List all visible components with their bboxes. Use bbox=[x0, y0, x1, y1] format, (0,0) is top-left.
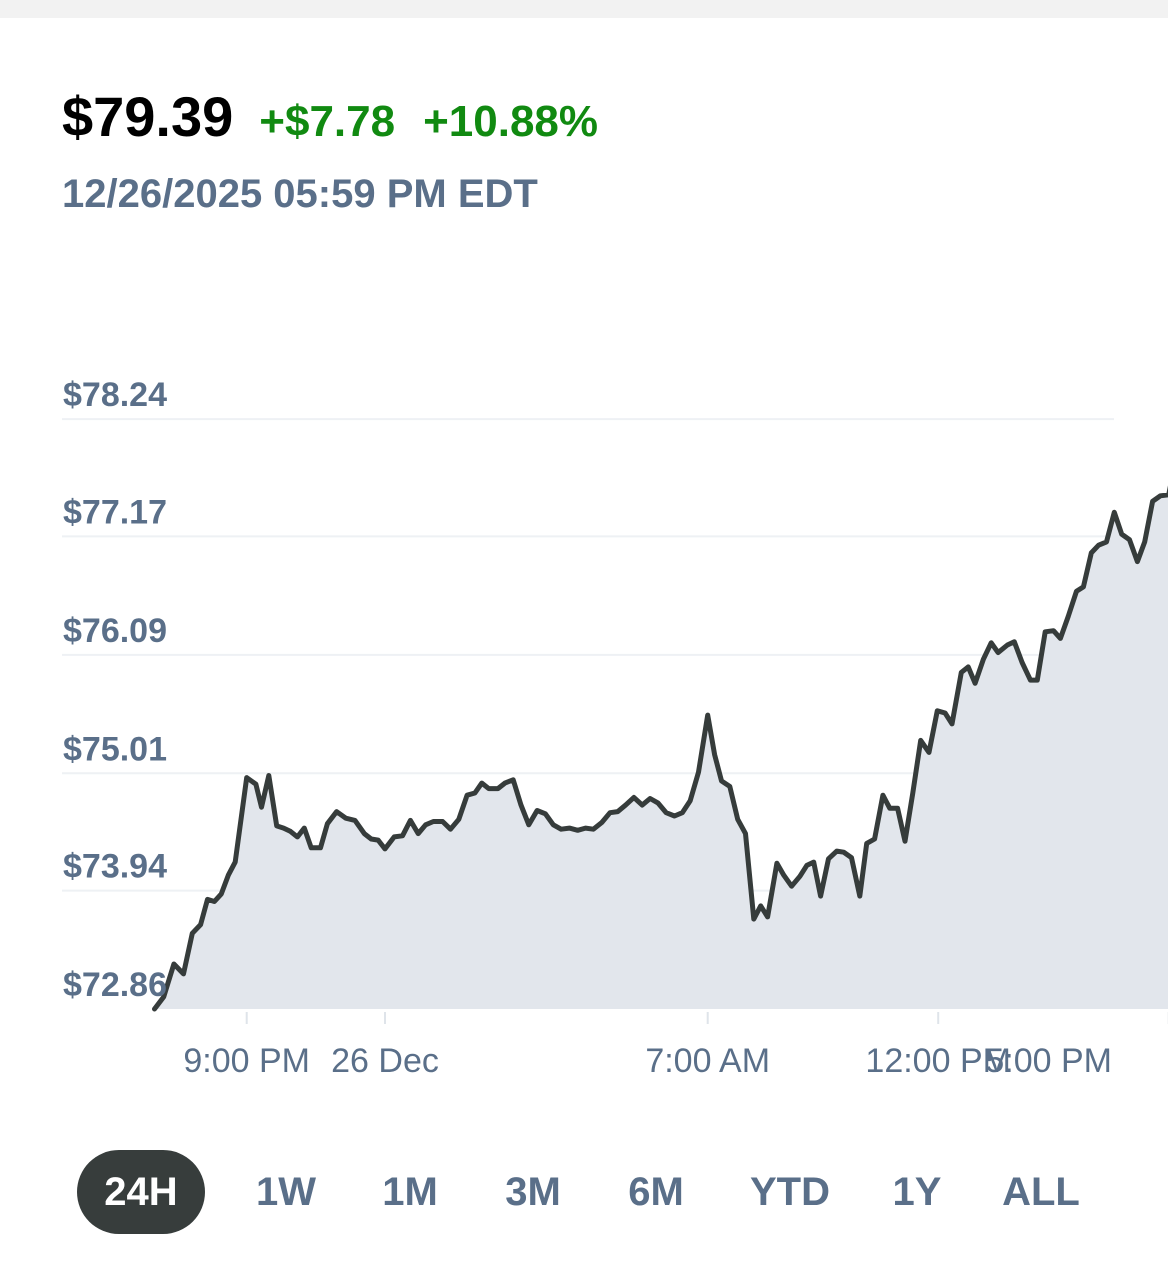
y-tick-label: $73.94 bbox=[63, 848, 167, 886]
range-tab-3m[interactable]: 3M bbox=[505, 1170, 561, 1214]
y-tick-label: $75.01 bbox=[63, 730, 167, 768]
quote-timestamp: 12/26/2025 05:59 PM EDT bbox=[62, 172, 538, 216]
x-axis: 9:00 PM 26 Dec 7:00 AM 12:00 PM5:00 PM bbox=[183, 1012, 1168, 1080]
y-tick-label: $77.17 bbox=[63, 493, 167, 531]
y-axis: $72.86 $73.94 $75.01 $76.09 $77.17 $78.24 bbox=[63, 376, 167, 1004]
range-tab-1m[interactable]: 1M bbox=[382, 1170, 438, 1214]
price-change: +$7.78 bbox=[259, 97, 396, 146]
price-change-percent: +10.88% bbox=[423, 97, 599, 146]
x-tick-label: 9:00 PM bbox=[183, 1042, 310, 1080]
price-chart[interactable]: $72.86 $73.94 $75.01 $76.09 $77.17 $78.24 9:0… bbox=[0, 0, 1168, 1110]
price-line bbox=[152, 485, 1168, 1012]
y-tick-label: $76.09 bbox=[63, 612, 167, 650]
x-tick-label: 5:00 PM bbox=[985, 1042, 1112, 1080]
range-selector: 24H 1W 1M 3M 6M YTD 1Y ALL bbox=[0, 1150, 1168, 1236]
range-tab-24h[interactable]: 24H bbox=[77, 1150, 205, 1234]
range-tab-all[interactable]: ALL bbox=[1002, 1170, 1080, 1214]
range-tab-1y[interactable]: 1Y bbox=[892, 1170, 942, 1214]
price-area-fill bbox=[154, 494, 1168, 1009]
x-tick-label: 12:00 PM bbox=[865, 1042, 1011, 1080]
x-tick-label: 26 Dec bbox=[331, 1042, 439, 1080]
range-tab-6m[interactable]: 6M bbox=[628, 1170, 684, 1214]
range-tab-ytd[interactable]: YTD bbox=[750, 1170, 830, 1214]
chart-line-group bbox=[152, 485, 1168, 1012]
chart-area bbox=[154, 494, 1168, 1009]
y-tick-label: $78.24 bbox=[63, 376, 167, 414]
quote-header: $79.39 +$7.78 +10.88% bbox=[62, 84, 598, 154]
y-tick-label: $72.86 bbox=[63, 966, 167, 1004]
status-strip bbox=[0, 0, 1168, 18]
range-tab-1w[interactable]: 1W bbox=[256, 1170, 316, 1214]
current-price: $79.39 bbox=[62, 85, 234, 148]
x-tick-label: 7:00 AM bbox=[645, 1042, 770, 1080]
